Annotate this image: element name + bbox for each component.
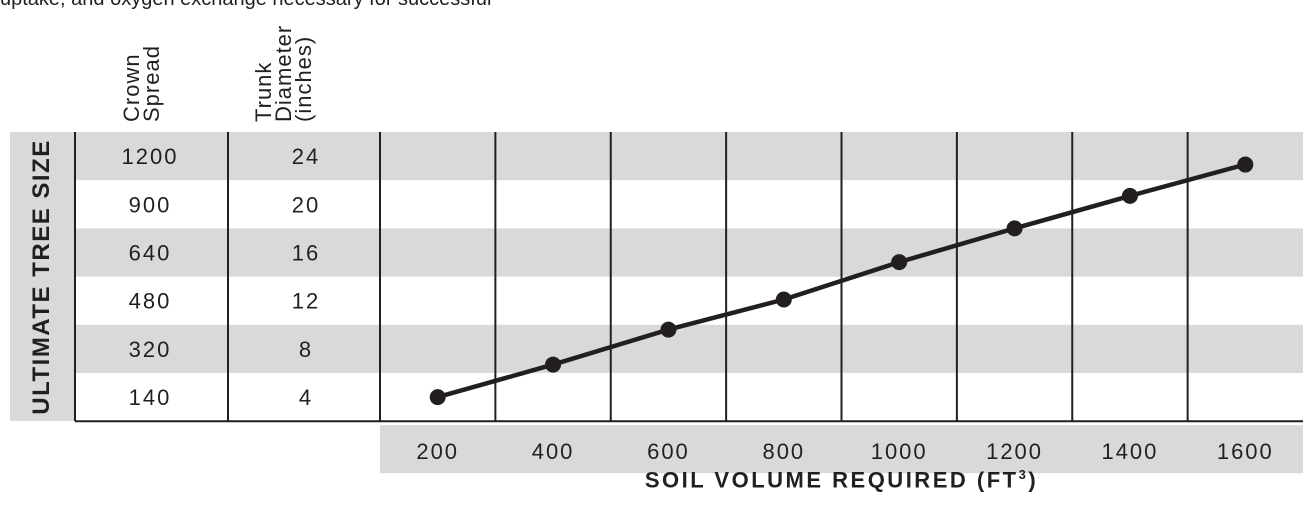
series-line <box>437 162 1246 400</box>
crown-spread-cell: 480 <box>129 289 172 314</box>
x-tick-label: 1000 <box>871 439 928 464</box>
x-tick-label: 600 <box>647 439 690 464</box>
trunk-diameter-cell: 24 <box>292 144 320 169</box>
row-band <box>75 132 1303 181</box>
data-point <box>891 254 908 271</box>
x-axis-label: SOIL VOLUME REQUIRED (FT3) <box>380 467 1303 493</box>
trunk-diameter-cell: 8 <box>299 337 313 362</box>
data-point <box>775 291 792 308</box>
data-point <box>1237 156 1254 173</box>
x-tick-label: 1600 <box>1217 439 1274 464</box>
x-tick-label: 200 <box>416 439 459 464</box>
x-axis-label-superscript: 3 <box>1018 467 1029 482</box>
crown-spread-cell: 1200 <box>122 144 179 169</box>
x-tick-band <box>380 425 1303 474</box>
crown-spread-cell: 900 <box>129 192 172 217</box>
data-point <box>660 321 677 338</box>
crown-spread-cell: 320 <box>129 337 172 362</box>
data-point <box>429 389 446 406</box>
row-band <box>75 228 1303 277</box>
data-point <box>1006 220 1023 237</box>
data-point <box>545 356 562 373</box>
x-axis-label-text: SOIL VOLUME REQUIRED (FT <box>644 467 1019 493</box>
intro-text: uptake, and oxygen exchange necessary fo… <box>0 0 491 11</box>
y-axis-label-band: ULTIMATE TREE SIZE <box>10 132 74 421</box>
row-band <box>75 324 1303 373</box>
crown-spread-cell: 640 <box>129 241 172 266</box>
trunk-diameter-cell: 16 <box>292 241 320 266</box>
x-tick-label: 1400 <box>1101 439 1158 464</box>
x-tick-label: 400 <box>532 439 575 464</box>
trunk-diameter-cell: 20 <box>292 192 320 217</box>
x-tick-label: 1200 <box>986 439 1043 464</box>
x-tick-label: 800 <box>762 439 805 464</box>
data-point <box>1121 187 1138 204</box>
crown-spread-cell: 140 <box>129 385 172 410</box>
trunk-diameter-cell: 12 <box>292 289 320 314</box>
trunk-diameter-cell: 4 <box>299 385 313 410</box>
x-axis-label-suffix: ) <box>1028 467 1039 493</box>
